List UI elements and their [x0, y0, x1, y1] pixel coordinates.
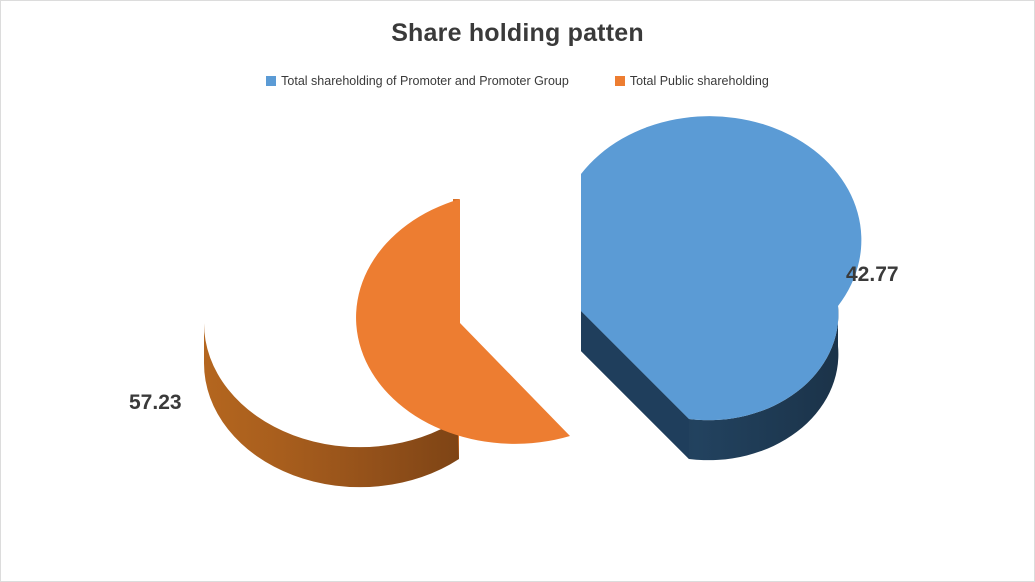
- legend-item-public[interactable]: Total Public shareholding: [614, 74, 769, 88]
- legend-label-promoter: Total shareholding of Promoter and Promo…: [281, 74, 569, 88]
- chart-title: Share holding patten: [391, 19, 644, 47]
- pie-slice-public-top: [356, 199, 570, 444]
- data-label-public: 57.23: [129, 391, 182, 414]
- chart-legend: Total shareholding of Promoter and Promo…: [1, 74, 1034, 88]
- legend-item-promoter[interactable]: Total shareholding of Promoter and Promo…: [266, 74, 569, 88]
- pie-slice-promoter-top: [581, 116, 862, 421]
- legend-label-public: Total Public shareholding: [629, 74, 769, 88]
- pie-slice-public[interactable]: [203, 199, 570, 488]
- pie-slice-promoter-cut-face: [581, 311, 689, 459]
- data-label-promoter: 42.77: [846, 263, 899, 286]
- legend-swatch-public-icon: [614, 76, 625, 86]
- pie-slice-promoter[interactable]: [581, 116, 862, 461]
- legend-swatch-promoter-icon: [266, 76, 277, 86]
- pie-slice-promoter-side: [581, 306, 839, 461]
- pie-slice-public-side: [203, 323, 459, 488]
